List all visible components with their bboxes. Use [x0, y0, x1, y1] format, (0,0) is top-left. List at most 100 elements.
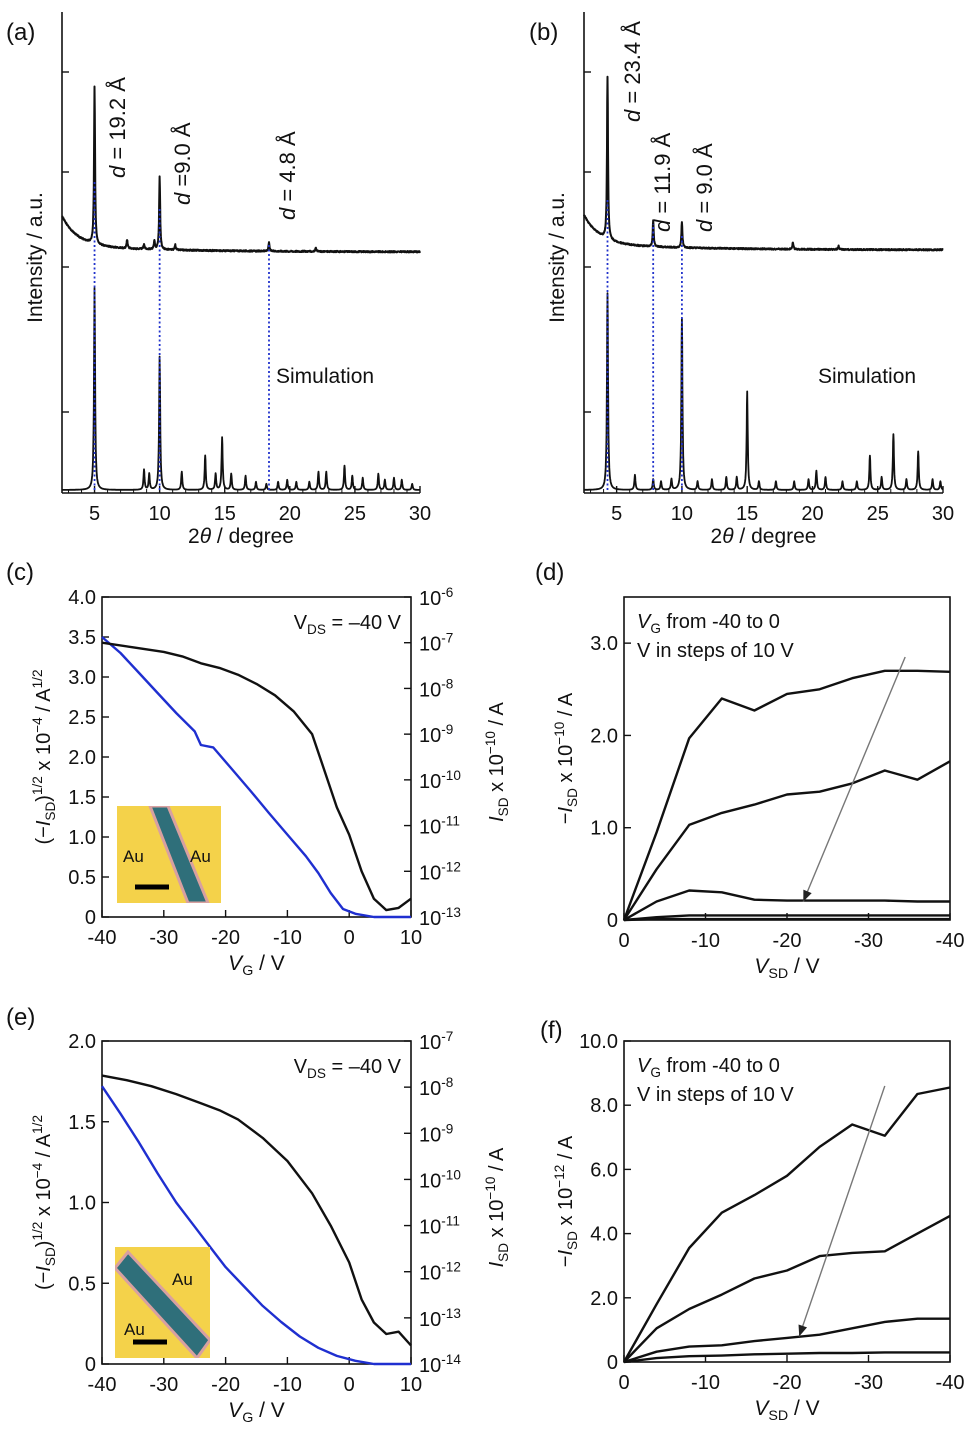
- panel-2: -40 -30 -20 -10 0 10 0 0.5 1.0 1.5 2.0 2.5 3.0 3.5 4.0…: [6, 559, 511, 979]
- x-tick-label: 10: [400, 927, 422, 949]
- x-tick-label: -20: [773, 1372, 802, 1394]
- d-spacing-annotation: d = 11.9 Å: [650, 132, 675, 232]
- x-tick-label: -40: [936, 930, 965, 952]
- output-curve: [623, 1351, 950, 1364]
- y-tick-label-right: 10-8: [419, 1075, 453, 1100]
- inset-au-label: Au: [124, 1320, 145, 1339]
- y-axis-label-group: −ISD x 10−10 / A: [552, 692, 580, 824]
- gate-sweep-arrow: [802, 656, 906, 902]
- x-tick-label: -20: [773, 930, 802, 952]
- y-tick-label-right: 10-9: [419, 1121, 453, 1146]
- x-tick-label: 10: [149, 503, 171, 525]
- output-curve: [623, 914, 950, 922]
- y-tick-label-right: 10-10: [419, 768, 461, 793]
- gate-annotation-line2: V in steps of 10 V: [637, 1084, 794, 1106]
- x-tick-label: -40: [88, 927, 117, 949]
- d-spacing-annotation: d = 4.8 Å: [275, 131, 300, 220]
- x-tick-label: 5: [611, 503, 622, 525]
- y-axis-label-left: (−ISD)1/2 x 10−4 / A1/2: [30, 1115, 58, 1290]
- arrow-head: [798, 1324, 808, 1337]
- y-tick-label-right: 10-13: [419, 905, 461, 930]
- y-tick-label: 2.0: [590, 1288, 618, 1310]
- inset-channel-group: [148, 806, 210, 903]
- y-tick-label-right: 10-12: [419, 1260, 461, 1285]
- y-tick-label-right: 10-12: [419, 859, 461, 884]
- measured-pattern: [61, 85, 421, 254]
- y-tick-label-right: 10-10: [419, 1167, 461, 1192]
- d-spacing-annotation: d = 19.2 Å: [105, 77, 130, 178]
- y-tick-label-left: 1.0: [68, 1193, 96, 1215]
- simulation-label: Simulation: [276, 365, 374, 388]
- panel-5: 0 -10 -20 -30 -40 0 2.0 4.0 6.0 8.0 10.0 VG from -4…: [540, 1017, 964, 1424]
- y-tick-label-left: 2.0: [68, 1031, 96, 1053]
- x-tick-label: 5: [89, 503, 100, 525]
- y-tick-label-left: 1.5: [68, 1112, 96, 1134]
- x-tick-label: -40: [936, 1372, 965, 1394]
- y-tick-label: 1.0: [590, 818, 618, 840]
- output-curve: [623, 889, 950, 922]
- log-current-curve: [101, 641, 412, 912]
- simulation-pattern: [583, 292, 944, 491]
- x-tick-label: 20: [801, 503, 823, 525]
- x-tick-label: -10: [691, 930, 720, 952]
- y-tick-label: 10.0: [579, 1031, 618, 1053]
- y-tick-label-left: 2.0: [68, 747, 96, 769]
- simulation-pattern: [61, 287, 421, 491]
- panel-4: -40 -30 -20 -10 0 10 0 0.5 1.0 1.5 2.0 10-14 10-13 10…: [6, 1004, 511, 1426]
- panel-label: (c): [6, 559, 34, 586]
- output-curve: [622, 669, 951, 921]
- y-tick-label-left: 4.0: [68, 587, 96, 609]
- x-tick-label: 10: [400, 1374, 422, 1396]
- y-tick-label-left: 0: [85, 907, 96, 929]
- y-axis-label-group: −ISD x 10−12 / A: [552, 1135, 580, 1267]
- y-axis-label-right: ISD x 10−10 / A: [483, 1147, 511, 1267]
- x-tick-label: -30: [149, 1374, 178, 1396]
- x-axis-label: 2θ / degree: [711, 525, 817, 548]
- y-tick-label: 2.0: [590, 725, 618, 747]
- x-tick-label: -40: [88, 1374, 117, 1396]
- y-axis-label-left: (−ISD)1/2 x 10−4 / A1/2: [30, 669, 58, 844]
- y-tick-label: 8.0: [590, 1095, 618, 1117]
- y-axis-label: −ISD x 10−10 / A: [552, 692, 580, 824]
- panel-label: (e): [6, 1004, 35, 1031]
- y-axis-label-right-group: ISD x 10−10 / A: [483, 701, 511, 821]
- x-tick-label: 0: [344, 927, 355, 949]
- x-tick-label: -10: [273, 1374, 302, 1396]
- d-spacing-label: d = 11.9 Å: [650, 132, 675, 232]
- d-spacing-annotation: d = 9.0 Å: [692, 143, 717, 232]
- x-tick-label: -30: [854, 930, 883, 952]
- x-tick-label: -10: [691, 1372, 720, 1394]
- device-micrograph-inset: Au Au: [117, 806, 221, 903]
- log-current-curve: [101, 1074, 412, 1347]
- output-curve: [622, 760, 951, 921]
- x-axis-label: VG / V: [228, 952, 285, 979]
- y-tick-label-right: 10-9: [419, 722, 453, 747]
- x-tick-label: 25: [867, 503, 889, 525]
- output-curve: [623, 1317, 950, 1364]
- x-tick-label: 0: [618, 1372, 629, 1394]
- y-tick-label-left: 0.5: [68, 1273, 96, 1295]
- y-tick-label-right: 10-7: [419, 1029, 453, 1054]
- arrow-head: [803, 889, 812, 902]
- x-tick-label: 20: [279, 503, 301, 525]
- y-tick-label-left: 1.5: [68, 787, 96, 809]
- vds-annotation: VDS = –40 V: [294, 1056, 402, 1081]
- y-axis-label-right-group: ISD x 10−10 / A: [483, 1147, 511, 1267]
- x-tick-label: -30: [854, 1372, 883, 1394]
- x-axis-label: VG / V: [228, 1399, 285, 1426]
- inset-au-label: Au: [172, 1270, 193, 1289]
- output-curve: [623, 1214, 951, 1363]
- y-tick-label-right: 10-7: [419, 631, 453, 656]
- y-tick-label-left: 1.0: [68, 827, 96, 849]
- d-spacing-label: d = 23.4 Å: [620, 21, 645, 122]
- sqrt-current-curve: [101, 636, 411, 919]
- gate-annotation-line1: VG from -40 to 0: [637, 1055, 780, 1080]
- output-curve: [622, 1086, 951, 1363]
- x-tick-label: -20: [211, 1374, 240, 1396]
- y-tick-label-right: 10-11: [419, 814, 460, 839]
- x-tick-label: 30: [932, 503, 954, 525]
- gate-annotation-line2: V in steps of 10 V: [637, 640, 794, 662]
- panel-label: (f): [540, 1017, 563, 1044]
- y-tick-label-right: 10-8: [419, 676, 453, 701]
- y-tick-label: 0: [607, 1352, 618, 1374]
